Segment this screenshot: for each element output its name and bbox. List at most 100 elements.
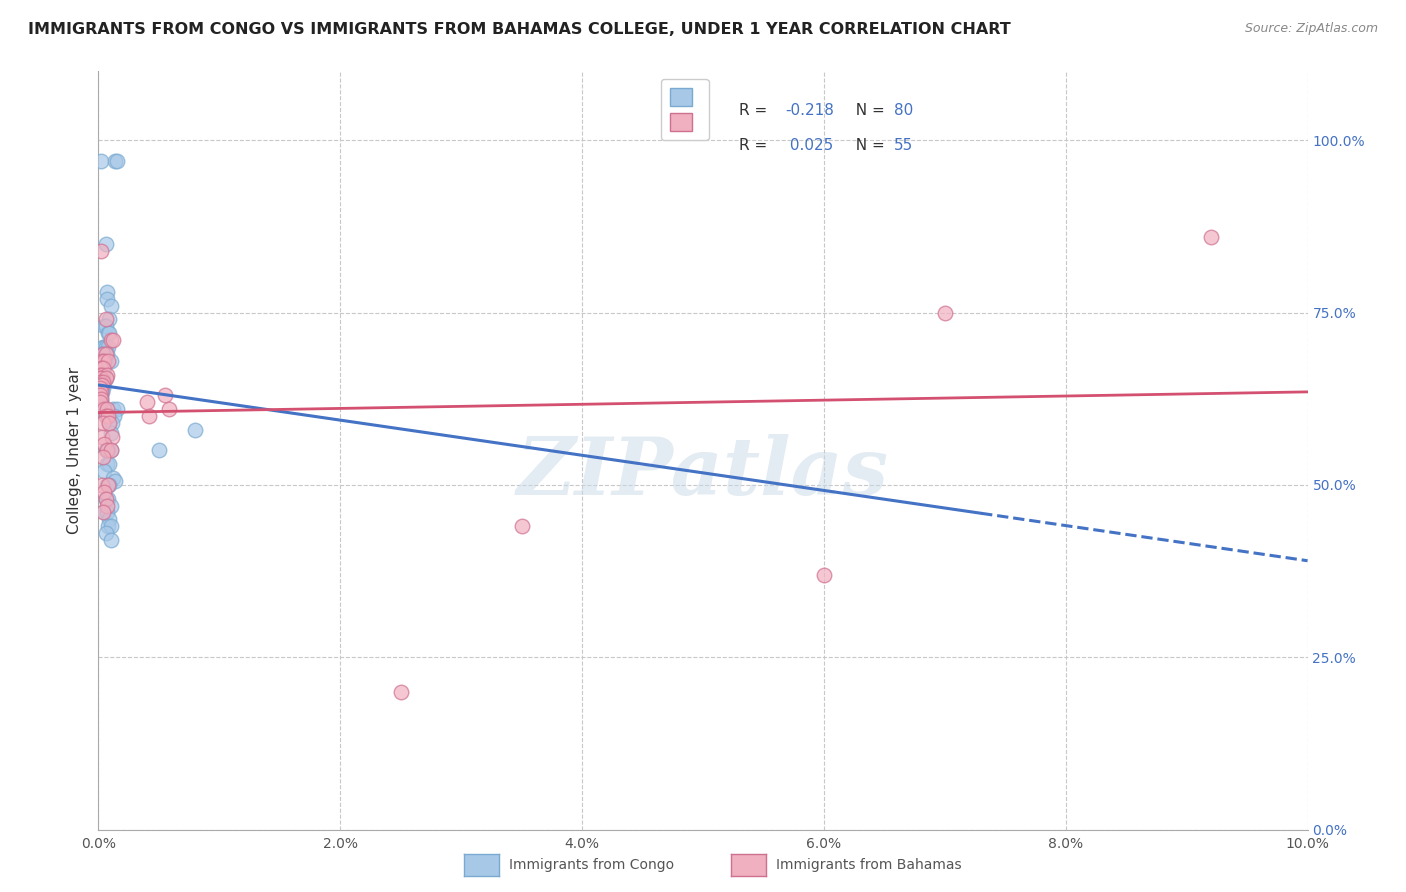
Point — [90, 368, 112, 382]
Point — [91, 381, 114, 395]
Point — [100, 443, 122, 458]
Point — [100, 333, 122, 347]
Point — [93, 464, 115, 478]
Point — [94, 236, 117, 251]
Point — [90, 388, 112, 402]
Point — [97, 443, 120, 458]
Point — [97, 340, 120, 354]
Point — [91, 416, 114, 430]
Point — [96, 292, 118, 306]
Point — [94, 371, 117, 385]
Point — [96, 499, 118, 513]
Text: 0.025: 0.025 — [785, 138, 834, 153]
Point — [90, 354, 112, 368]
Point — [96, 285, 118, 299]
Point — [98, 326, 121, 341]
Point — [90, 371, 112, 385]
Point — [97, 491, 120, 506]
Point — [93, 375, 115, 389]
Point — [89, 375, 111, 389]
Point — [89, 388, 111, 402]
Point — [91, 384, 114, 399]
Point — [90, 371, 112, 385]
Point — [96, 347, 118, 361]
Text: IMMIGRANTS FROM CONGO VS IMMIGRANTS FROM BAHAMAS COLLEGE, UNDER 1 YEAR CORRELATI: IMMIGRANTS FROM CONGO VS IMMIGRANTS FROM… — [28, 22, 1011, 37]
Text: Source: ZipAtlas.com: Source: ZipAtlas.com — [1244, 22, 1378, 36]
Point — [98, 416, 121, 430]
Point — [105, 402, 128, 417]
Point — [91, 347, 114, 361]
Text: ZIPatlas: ZIPatlas — [517, 434, 889, 512]
Point — [90, 244, 112, 258]
Point — [89, 371, 111, 385]
Point — [98, 457, 121, 471]
Point — [94, 340, 117, 354]
Point — [90, 360, 112, 375]
Point — [100, 499, 122, 513]
Point — [91, 378, 114, 392]
Point — [104, 475, 127, 489]
Point — [89, 402, 111, 417]
Point — [94, 371, 117, 385]
Point — [96, 506, 118, 520]
Point — [89, 384, 111, 399]
Point — [153, 388, 176, 402]
Point — [97, 326, 120, 341]
Point — [94, 491, 117, 506]
Point — [98, 416, 121, 430]
Point — [90, 153, 112, 168]
Point — [91, 360, 114, 375]
Point — [934, 305, 956, 319]
Text: R =: R = — [740, 138, 772, 153]
Point — [94, 347, 117, 361]
Point — [89, 378, 111, 392]
Point — [97, 478, 120, 492]
Text: -0.218: -0.218 — [785, 103, 834, 119]
Point — [813, 567, 835, 582]
Point — [100, 299, 122, 313]
Point — [96, 457, 118, 471]
Point — [93, 319, 115, 334]
Point — [91, 430, 114, 444]
Point — [98, 478, 121, 492]
Point — [94, 526, 117, 541]
Point — [89, 375, 111, 389]
Point — [96, 443, 118, 458]
Point — [100, 354, 122, 368]
Point — [89, 388, 111, 402]
Point — [100, 533, 122, 547]
Text: Immigrants from Congo: Immigrants from Congo — [509, 858, 673, 872]
Point — [93, 506, 115, 520]
Point — [89, 368, 111, 382]
Point — [101, 333, 124, 347]
Point — [138, 409, 160, 423]
Point — [100, 430, 122, 444]
Point — [91, 378, 114, 392]
Text: N =: N = — [845, 103, 890, 119]
Point — [94, 312, 117, 326]
Point — [91, 347, 114, 361]
Point — [96, 402, 118, 417]
Point — [93, 340, 115, 354]
Point — [93, 354, 115, 368]
Point — [91, 354, 114, 368]
Point — [91, 375, 114, 389]
Point — [98, 312, 121, 326]
Point — [90, 395, 112, 409]
Point — [94, 319, 117, 334]
Point — [100, 426, 122, 441]
Point — [104, 153, 127, 168]
Point — [148, 443, 170, 458]
Point — [105, 153, 128, 168]
Point — [91, 478, 114, 492]
Point — [91, 354, 114, 368]
Point — [91, 368, 114, 382]
Point — [91, 506, 114, 520]
Point — [89, 381, 111, 395]
Point — [93, 360, 115, 375]
Point — [97, 409, 120, 423]
Point — [184, 423, 207, 437]
Point — [101, 471, 124, 485]
Point — [89, 381, 111, 395]
Point — [96, 478, 118, 492]
